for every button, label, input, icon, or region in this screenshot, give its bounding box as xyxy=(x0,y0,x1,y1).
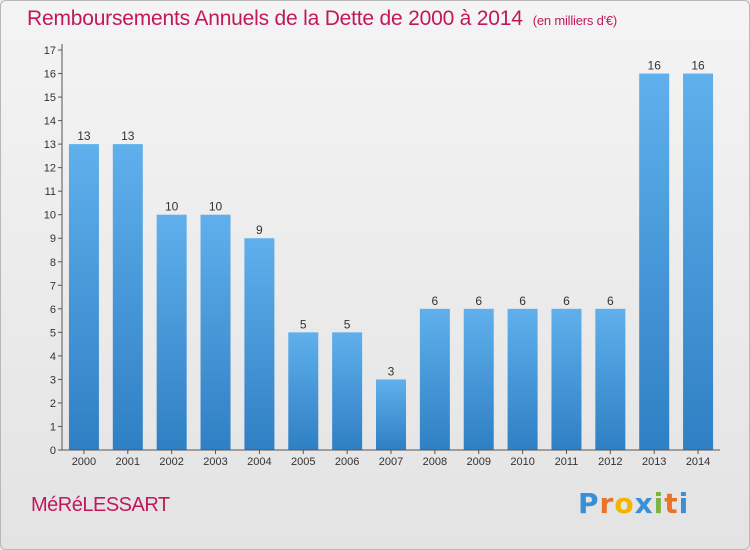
logo-letter: o xyxy=(614,487,635,520)
x-tick-label: 2013 xyxy=(642,456,666,468)
y-tick-label: 11 xyxy=(45,186,56,198)
y-tick-label: 16 xyxy=(44,69,56,81)
y-tick-label: 4 xyxy=(50,351,56,363)
x-tick-label: 2005 xyxy=(291,456,315,468)
x-tick-label: 2008 xyxy=(423,456,447,468)
bar xyxy=(156,214,187,450)
data-label: 9 xyxy=(256,223,263,237)
y-tick-label: 8 xyxy=(50,257,56,269)
commune-name: MéRéLESSART xyxy=(31,494,170,516)
y-tick-label: 0 xyxy=(50,445,56,457)
y-tick-label: 3 xyxy=(50,374,56,386)
bar xyxy=(419,308,450,450)
data-label: 6 xyxy=(475,294,482,308)
x-tick-label: 2000 xyxy=(72,456,96,468)
y-tick-label: 5 xyxy=(50,327,56,339)
bar xyxy=(200,214,231,450)
x-tick-label: 2003 xyxy=(203,456,227,468)
y-tick-label: 2 xyxy=(50,398,56,410)
y-tick-label: 10 xyxy=(44,210,56,222)
data-label: 5 xyxy=(300,317,307,331)
x-tick-label: 2011 xyxy=(555,456,579,468)
x-tick-label: 2010 xyxy=(510,456,534,468)
data-label: 5 xyxy=(344,317,351,331)
bar xyxy=(244,238,275,450)
data-label: 3 xyxy=(388,364,395,378)
y-tick-label: 17 xyxy=(44,45,56,57)
bar xyxy=(507,308,538,450)
y-tick-label: 9 xyxy=(50,233,56,245)
logo-letter: i xyxy=(678,487,690,520)
bar xyxy=(68,144,99,450)
data-label: 13 xyxy=(77,129,91,143)
data-label: 16 xyxy=(691,59,705,73)
logo-letter: i xyxy=(653,487,665,520)
x-tick-label: 2006 xyxy=(335,456,359,468)
y-tick-label: 6 xyxy=(50,304,56,316)
data-label: 6 xyxy=(519,294,526,308)
y-tick-label: 12 xyxy=(44,163,56,175)
bar xyxy=(683,73,714,450)
x-tick-label: 2004 xyxy=(247,456,271,468)
bar xyxy=(112,144,143,450)
data-label: 6 xyxy=(432,294,439,308)
x-tick-label: 2007 xyxy=(379,456,403,468)
data-label: 13 xyxy=(121,129,135,143)
x-tick-label: 2002 xyxy=(159,456,183,468)
bar xyxy=(463,308,494,450)
logo-letter: P xyxy=(578,487,600,520)
y-tick-label: 7 xyxy=(50,280,56,292)
bar xyxy=(376,379,406,450)
bar xyxy=(595,308,626,450)
logo-letter: r xyxy=(599,487,615,520)
x-tick-label: 2012 xyxy=(598,456,622,468)
chart-title: Remboursements Annuels de la Dette de 20… xyxy=(27,7,617,31)
data-label: 10 xyxy=(209,200,223,214)
data-label: 16 xyxy=(648,59,662,73)
x-tick-label: 2009 xyxy=(466,456,490,468)
y-tick-label: 15 xyxy=(44,92,56,104)
bar xyxy=(332,332,363,450)
y-tick-label: 13 xyxy=(44,139,56,151)
x-tick-label: 2014 xyxy=(686,456,710,468)
unit-label: (en milliers d'€) xyxy=(532,13,618,28)
bar xyxy=(288,332,319,450)
data-label: 6 xyxy=(607,294,614,308)
data-label: 6 xyxy=(563,294,570,308)
bar xyxy=(639,73,670,450)
chart-title-text: Remboursements Annuels de la Dette de 20… xyxy=(27,7,523,30)
y-tick-label: 14 xyxy=(44,116,56,128)
logo-letter: t xyxy=(664,487,679,520)
x-tick-label: 2001 xyxy=(116,456,140,468)
bar xyxy=(551,308,582,450)
proxiti-logo[interactable]: Proxiti xyxy=(578,487,689,520)
y-tick-label: 1 xyxy=(50,421,56,433)
logo-letter: x xyxy=(634,487,654,520)
data-label: 10 xyxy=(165,200,179,214)
